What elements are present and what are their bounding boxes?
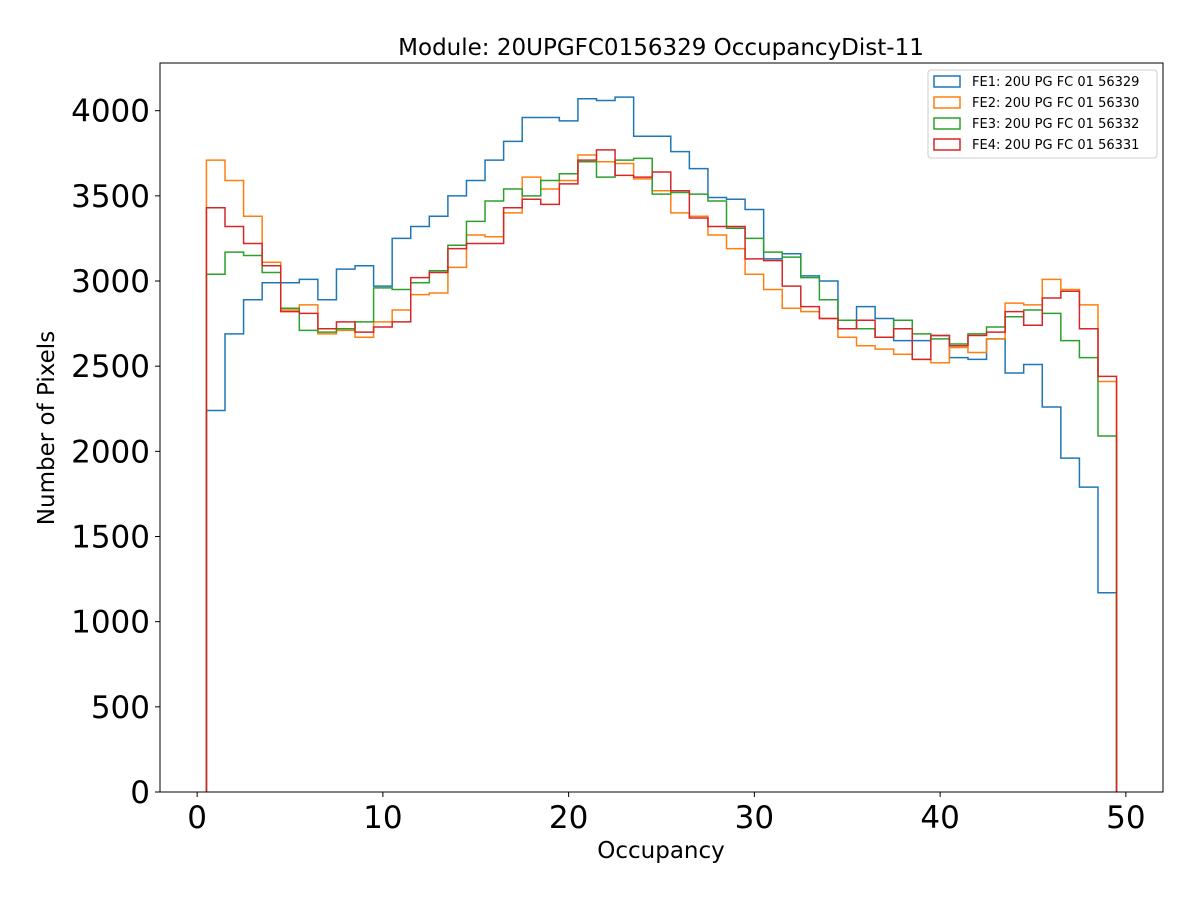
legend-swatch <box>933 138 961 151</box>
legend-label: FE2: 20U PG FC 01 56330 <box>972 96 1139 111</box>
x-tick-label: 10 <box>363 800 402 836</box>
x-tick-label: 0 <box>187 800 207 836</box>
legend-box <box>927 69 1158 159</box>
series-line-fe1 <box>205 96 1118 792</box>
y-axis-ticks: 0 500 1000 1500 2000 2500 3000 3500 4000 <box>71 94 160 811</box>
legend-swatch <box>933 75 961 88</box>
series-layer <box>205 96 1118 792</box>
x-tick-label: 40 <box>920 800 959 836</box>
y-tick-label: 500 <box>91 690 150 726</box>
y-tick-label: 4000 <box>71 94 150 130</box>
series-line-fe4 <box>205 149 1118 792</box>
y-tick-label: 3500 <box>71 179 150 215</box>
y-tick-label: 1500 <box>71 520 150 556</box>
legend: FE1: 20U PG FC 01 56329 FE2: 20U PG FC 01… <box>927 69 1158 159</box>
x-tick-label: 30 <box>735 800 774 836</box>
y-axis-label: Number of Pixels <box>34 331 60 525</box>
legend-label: FE1: 20U PG FC 01 56329 <box>972 75 1139 90</box>
y-tick-label: 0 <box>130 775 150 811</box>
x-axis-label: Occupancy <box>597 838 725 864</box>
y-tick-label: 2000 <box>71 434 150 470</box>
legend-label: FE4: 20U PG FC 01 56331 <box>972 138 1139 153</box>
legend-label: FE3: 20U PG FC 01 56332 <box>972 117 1139 132</box>
y-tick-label: 3000 <box>71 264 150 300</box>
legend-swatch <box>933 117 961 130</box>
y-tick-label: 2500 <box>71 349 150 385</box>
series-line-fe3 <box>205 157 1118 792</box>
legend-items: FE1: 20U PG FC 01 56329 FE2: 20U PG FC 01… <box>933 75 1139 153</box>
x-tick-label: 50 <box>1106 800 1145 836</box>
x-axis-ticks: 0 10 20 30 40 50 <box>187 792 1146 836</box>
y-tick-label: 1000 <box>71 605 150 641</box>
plot-frame <box>159 62 1164 793</box>
legend-swatch <box>933 96 961 109</box>
chart-title: Module: 20UPGFC0156329 OccupancyDist-11 <box>398 35 924 61</box>
series-line-fe2 <box>205 154 1118 792</box>
x-tick-label: 20 <box>549 800 588 836</box>
